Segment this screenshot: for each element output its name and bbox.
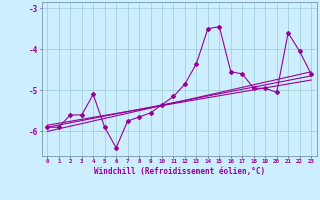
X-axis label: Windchill (Refroidissement éolien,°C): Windchill (Refroidissement éolien,°C)	[94, 167, 265, 176]
